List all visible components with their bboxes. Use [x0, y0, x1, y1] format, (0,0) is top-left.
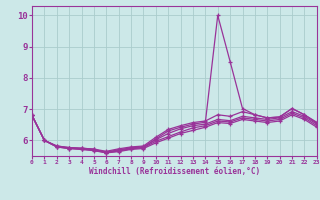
X-axis label: Windchill (Refroidissement éolien,°C): Windchill (Refroidissement éolien,°C) — [89, 167, 260, 176]
